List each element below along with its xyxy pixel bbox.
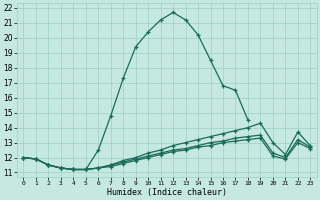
X-axis label: Humidex (Indice chaleur): Humidex (Indice chaleur) bbox=[107, 188, 227, 197]
